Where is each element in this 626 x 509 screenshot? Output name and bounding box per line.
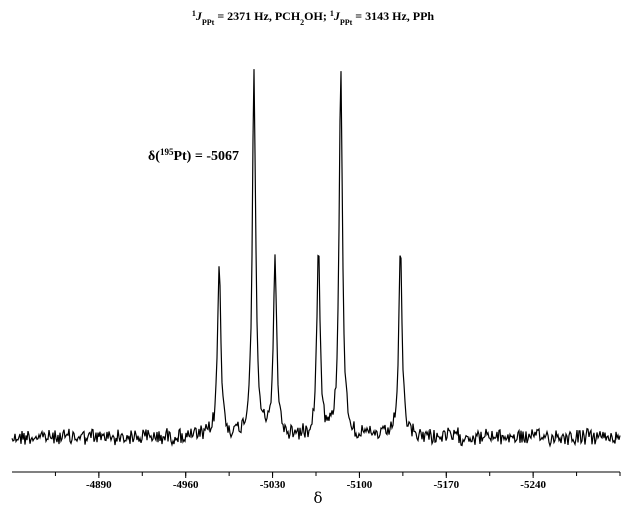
x-tick-label: -5030 — [260, 479, 286, 491]
x-axis-ticks: -4890 -4960 -5030 -5100 -5170 -5240 — [54, 472, 621, 491]
x-tick-label: -4890 — [86, 479, 112, 491]
shift-annotation: δ(195Pt) = -5067 — [148, 147, 239, 164]
x-axis-label: δ — [313, 489, 322, 507]
chart-title: 1JPPt = 2371 Hz, PCH2OH; 1JPPt = 3143 Hz… — [192, 9, 435, 27]
x-tick-label: -5240 — [520, 479, 546, 491]
x-tick-label: -5170 — [433, 479, 459, 491]
x-tick-label: -4960 — [173, 479, 199, 491]
peaks-group — [219, 65, 400, 266]
spectrum-trace — [11, 69, 621, 448]
x-tick-label: -5100 — [347, 479, 373, 491]
